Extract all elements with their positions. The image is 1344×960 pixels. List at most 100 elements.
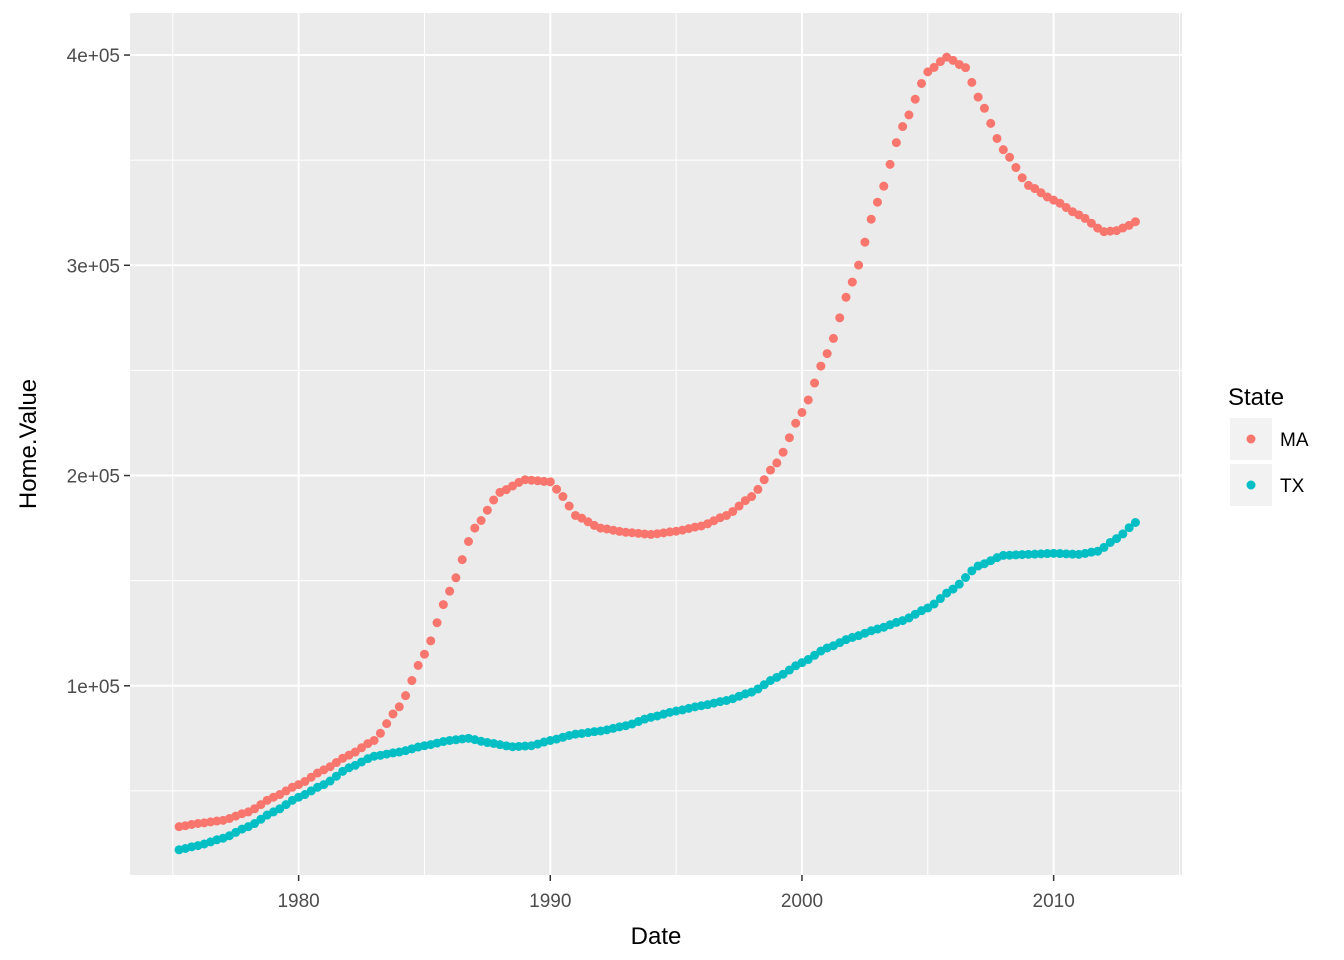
point-ma-37 [407,676,417,686]
point-ma-117 [910,94,920,104]
point-ma-134 [1017,173,1027,183]
legend-swatch-ma [1246,434,1256,444]
y-tick-label-3: 4e+05 [67,46,120,67]
point-ma-44 [451,573,461,583]
point-ma-62 [564,501,574,511]
x-axis: 1980 1990 2000 2010 [277,875,1075,912]
point-ma-144 [1080,213,1090,223]
point-ma-113 [885,159,895,169]
point-ma-140 [1055,198,1065,208]
point-ma-112 [879,181,889,191]
point-ma-133 [1011,163,1021,173]
point-tx-149 [1112,534,1122,544]
point-ma-98 [791,418,801,428]
point-tx-124 [954,579,964,589]
point-ma-48 [476,516,486,525]
point-ma-131 [998,145,1008,155]
x-axis-title: Date [631,923,682,950]
grid-major [130,13,1182,875]
point-ma-93 [759,475,769,485]
y-tick-label-2: 3e+05 [67,256,120,277]
point-ma-43 [445,586,455,596]
point-ma-33 [382,719,392,729]
point-tx-142 [1068,549,1078,559]
point-ma-119 [923,67,933,77]
point-ma-125 [961,63,971,73]
y-tick-label-0: 1e+05 [67,677,120,698]
point-ma-32 [375,728,385,738]
point-ma-46 [464,537,473,546]
point-ma-115 [898,122,908,132]
point-ma-92 [753,484,763,494]
point-ma-31 [369,735,379,745]
point-ma-49 [482,505,492,515]
x-tick-label-1: 1990 [529,891,571,912]
point-ma-45 [457,555,467,565]
point-ma-106 [841,292,851,302]
point-ma-91 [747,492,757,502]
point-ma-121 [935,57,945,67]
point-ma-99 [797,407,807,417]
point-ma-95 [772,458,782,468]
point-tx-147 [1099,542,1109,552]
point-ma-35 [394,702,404,712]
point-ma-89 [734,501,744,511]
point-tx-125 [961,573,971,582]
point-tx-139 [1049,548,1059,558]
point-ma-105 [835,313,845,323]
x-tick-label-3: 2010 [1033,891,1075,912]
point-ma-114 [891,138,901,148]
point-tx-25 [331,771,341,781]
point-ma-47 [470,523,480,533]
point-ma-25 [331,758,341,768]
point-tx-100 [803,655,813,665]
x-tick-label-2: 2000 [781,891,823,912]
point-tx-150 [1118,529,1128,539]
legend-title: State [1228,384,1284,411]
point-ma-128 [979,103,989,113]
series-tx [174,518,1140,855]
point-ma-42 [438,600,448,610]
point-tx-120 [929,599,939,609]
y-axis-title: Home.Value [15,379,42,509]
point-ma-41 [432,618,442,628]
point-tx-13 [256,814,266,824]
point-ma-120 [929,62,939,72]
point-ma-104 [828,333,838,343]
point-ma-116 [904,110,914,120]
point-ma-111 [872,197,882,207]
legend: State MA TX [1228,384,1309,506]
y-tick-label-1: 2e+05 [67,467,120,488]
point-ma-94 [766,465,776,475]
point-ma-39 [419,649,429,659]
point-ma-127 [973,92,983,102]
point-ma-126 [967,77,977,87]
point-ma-96 [778,447,788,457]
point-ma-103 [822,349,832,359]
point-ma-36 [401,691,411,701]
point-tx-121 [935,594,945,604]
point-ma-20 [300,776,310,786]
legend-label-tx: TX [1280,476,1305,497]
point-tx-151 [1124,523,1134,533]
point-ma-108 [854,260,864,270]
data-points [174,52,1140,855]
y-axis: 1e+05 2e+05 3e+05 4e+05 [67,46,130,698]
legend-swatch-tx [1246,480,1256,490]
point-ma-59 [545,477,555,487]
point-tx-135 [1023,549,1033,559]
point-ma-107 [847,277,857,287]
point-tx-152 [1130,518,1140,527]
point-ma-100 [803,395,813,405]
point-ma-88 [728,506,738,516]
panel-background [130,13,1182,875]
point-ma-50 [489,495,499,505]
point-ma-130 [992,133,1002,143]
point-ma-145 [1086,218,1096,228]
point-tx-123 [948,584,958,594]
point-ma-61 [558,492,568,502]
point-tx-126 [967,566,977,576]
point-tx-138 [1042,549,1052,559]
point-ma-60 [552,484,562,494]
point-ma-97 [784,433,794,443]
